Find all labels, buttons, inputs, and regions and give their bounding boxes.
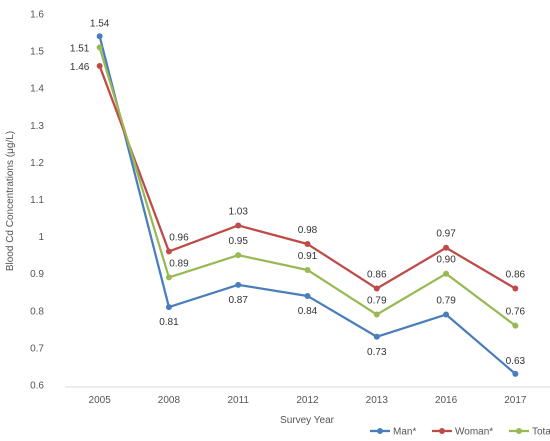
legend-label: Woman* (455, 427, 493, 438)
data-point (443, 270, 450, 277)
legend-item: Man* (370, 427, 416, 438)
data-point (165, 304, 172, 311)
series-1 (96, 33, 519, 377)
data-label: 0.91 (298, 251, 318, 262)
legend: Man* Woman* Total* (370, 427, 550, 438)
data-label: 0.95 (228, 236, 248, 247)
data-label: 0.81 (159, 317, 179, 328)
data-label: 0.89 (169, 258, 189, 269)
data-label: 0.97 (436, 229, 456, 240)
data-labels: 1.54 0.81 0.87 0.84 0.73 0.79 0.63 1.46 0.96 1.03… (70, 18, 526, 367)
legend-label: Man* (393, 427, 416, 438)
x-tick-label: 2008 (158, 395, 181, 406)
y-axis-ticks: 0.6 0.7 0.8 0.9 1 1.1 1.2 1.3 1.4 1.5 1.6 (30, 10, 44, 392)
legend-marker (439, 428, 445, 434)
data-point (235, 252, 242, 259)
data-point (304, 241, 311, 248)
x-axis-ticks: 2005 2008 2011 2012 2013 2016 2017 (89, 395, 527, 406)
data-point (373, 333, 380, 340)
data-label: 0.76 (506, 307, 526, 318)
data-point (443, 311, 450, 318)
data-point (165, 274, 172, 281)
data-label: 0.96 (169, 232, 189, 243)
data-point (373, 285, 380, 292)
legend-marker (516, 428, 522, 434)
data-label: 1.46 (70, 62, 90, 73)
y-tick-label: 0.8 (30, 306, 44, 317)
data-point (96, 62, 103, 69)
data-label: 0.98 (298, 225, 318, 236)
data-label: 0.86 (367, 270, 387, 281)
data-point (373, 311, 380, 318)
x-tick-label: 2017 (504, 395, 527, 406)
series-3 (96, 44, 519, 329)
y-tick-label: 1 (38, 232, 44, 243)
x-axis-title: Survey Year (280, 415, 335, 426)
series-2 (96, 62, 519, 292)
x-tick-label: 2016 (435, 395, 458, 406)
data-point (512, 370, 519, 377)
data-label: 1.51 (70, 43, 90, 54)
y-tick-label: 1.5 (30, 47, 44, 58)
y-tick-label: 0.9 (30, 269, 44, 280)
data-point (235, 222, 242, 229)
data-point (235, 281, 242, 288)
data-point (304, 266, 311, 273)
data-label: 0.73 (367, 347, 387, 358)
data-label: 1.54 (90, 18, 110, 29)
data-point (512, 322, 519, 329)
data-label: 0.79 (436, 296, 456, 307)
y-tick-label: 0.6 (30, 381, 44, 392)
data-label: 0.84 (298, 306, 318, 317)
x-tick-label: 2011 (227, 395, 249, 406)
y-tick-label: 1.6 (30, 10, 44, 21)
data-point (165, 248, 172, 255)
data-point (96, 44, 103, 51)
data-point (512, 285, 519, 292)
series-layer (96, 33, 519, 377)
legend-item: Total* (509, 427, 550, 438)
y-axis-title: Blood Cd Concentrations (μg/L) (5, 131, 16, 271)
data-point (304, 292, 311, 299)
x-tick-label: 2013 (366, 395, 389, 406)
y-tick-label: 1.1 (30, 195, 44, 206)
legend-item: Woman* (432, 427, 493, 438)
data-label: 0.87 (228, 295, 248, 306)
x-tick-label: 2012 (296, 395, 319, 406)
data-point (96, 33, 103, 40)
y-tick-label: 1.3 (30, 121, 44, 132)
y-tick-label: 0.7 (30, 343, 44, 354)
data-label: 0.90 (436, 255, 456, 266)
data-label: 1.03 (228, 206, 248, 217)
data-point (443, 244, 450, 251)
y-tick-label: 1.2 (30, 158, 44, 169)
data-label: 0.79 (367, 296, 387, 307)
data-label: 0.86 (506, 270, 526, 281)
y-tick-label: 1.4 (30, 84, 44, 95)
data-label: 0.63 (506, 356, 526, 367)
legend-label: Total* (532, 427, 550, 438)
legend-marker (377, 428, 383, 434)
x-tick-label: 2005 (89, 395, 112, 406)
